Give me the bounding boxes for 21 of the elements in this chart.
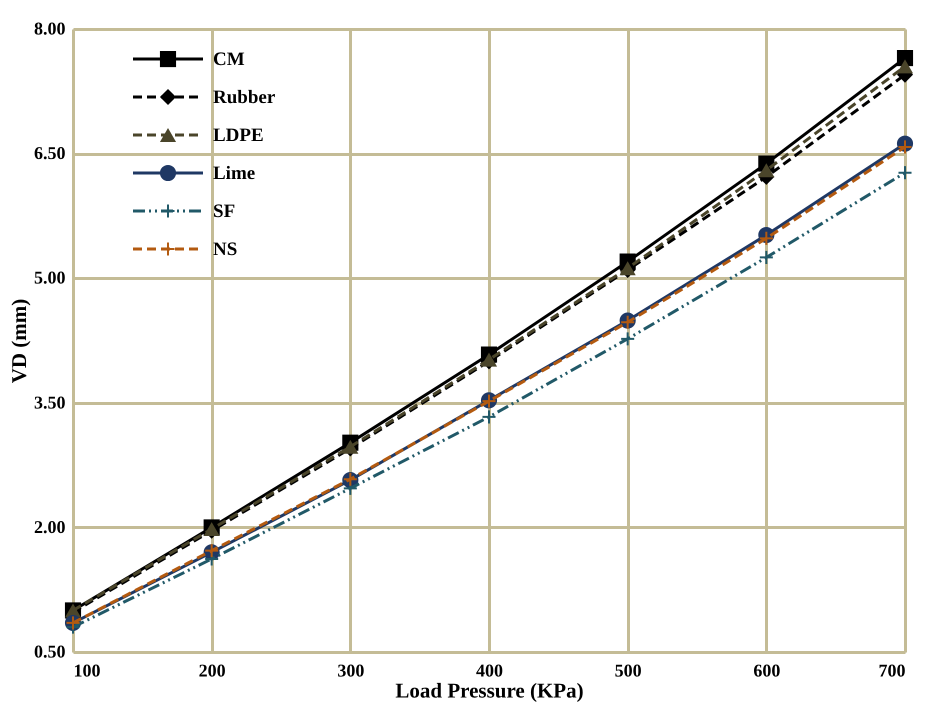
legend-label: Lime	[213, 163, 256, 184]
x-tick-label: 700	[878, 660, 906, 680]
x-tick-label: 400	[476, 660, 503, 680]
y-tick-label: 5.00	[34, 268, 66, 288]
legend-label: CM	[213, 49, 245, 70]
legend-label: Rubber	[213, 87, 276, 108]
x-tick-label: 600	[753, 660, 780, 680]
legend-label: LDPE	[213, 125, 264, 146]
y-tick-label: 2.00	[34, 516, 66, 537]
legend-label: SF	[213, 201, 236, 222]
x-tick-label: 200	[198, 660, 226, 680]
y-tick-label: 3.50	[34, 392, 66, 412]
x-tick-label: 500	[614, 660, 642, 680]
y-tick-label: 6.50	[34, 143, 66, 164]
y-tick-label: 0.50	[34, 642, 66, 662]
y-tick-label: 8.00	[34, 18, 66, 38]
x-tick-label: 300	[337, 660, 364, 680]
x-tick-label: 100	[74, 660, 100, 680]
legend-label: NS	[213, 239, 238, 260]
x-axis-title: Load Pressure (KPa)	[395, 678, 584, 702]
y-axis-title: VD (mm)	[7, 298, 31, 384]
